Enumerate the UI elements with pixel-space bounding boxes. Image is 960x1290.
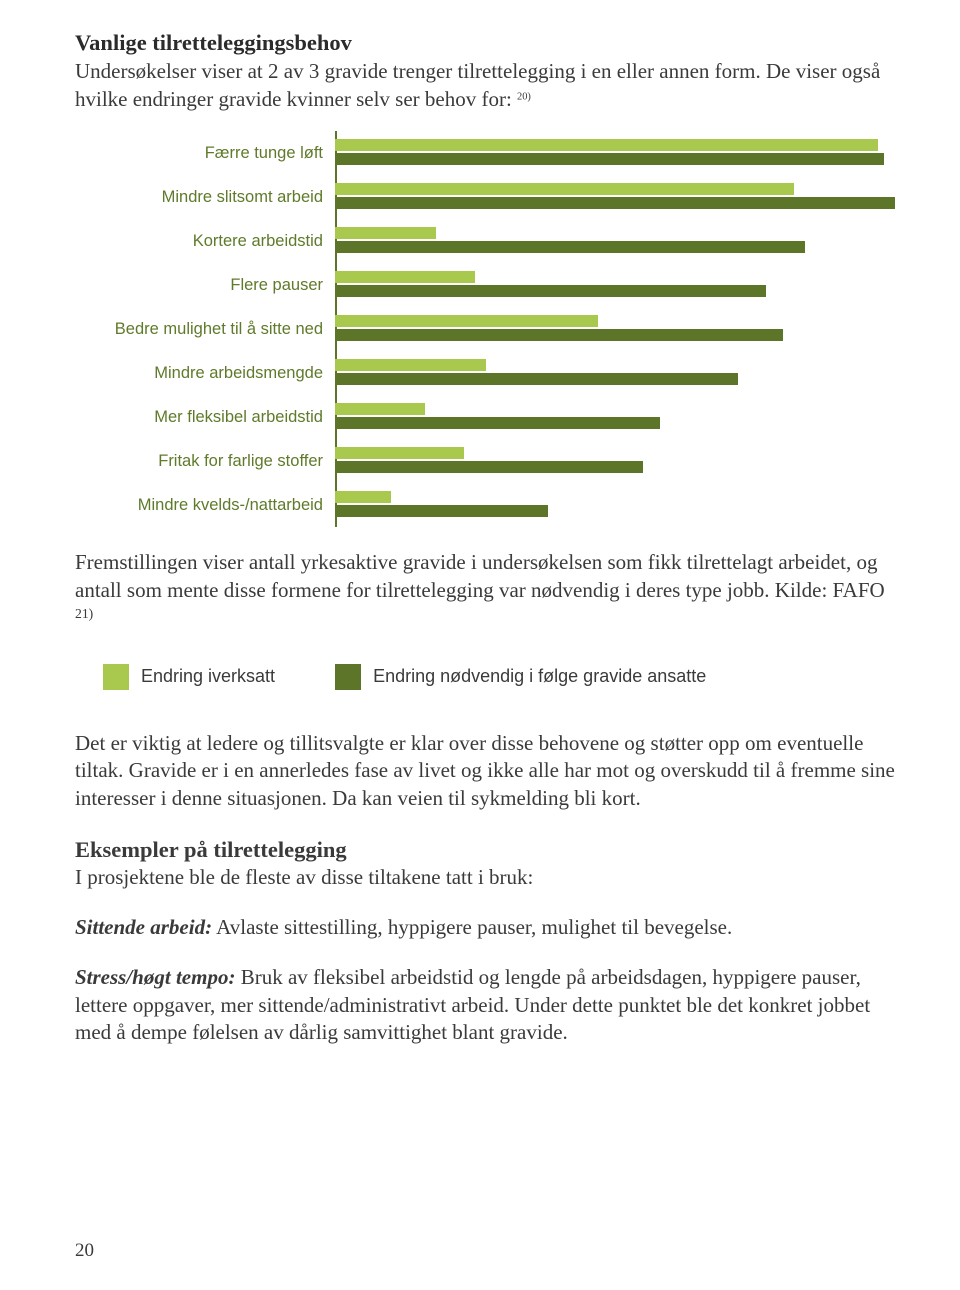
bar-nodvendig [335,505,548,517]
chart-row-label: Mindre arbeidsmengde [75,351,335,395]
bar-nodvendig [335,329,783,341]
intro-block: Vanlige tilretteleggingsbehov Undersøkel… [75,30,895,113]
chart-labels-column: Færre tunge løftMindre slitsomt arbeidKo… [75,131,335,527]
bar-iverksatt [335,403,425,415]
chart-row-bars [335,395,895,439]
bar-iverksatt [335,491,391,503]
legend-label-2: Endring nødvendig i følge gravide ansatt… [373,666,706,687]
chart-row-label: Flere pauser [75,263,335,307]
chart-row-label: Kortere arbeidstid [75,219,335,263]
legend-swatch-light [103,664,129,690]
bar-iverksatt [335,271,475,283]
chart-row-bars [335,439,895,483]
example-stress-lead: Stress/høgt tempo: [75,965,235,989]
chart-row-bars [335,219,895,263]
chart-row-label: Mindre slitsomt arbeid [75,175,335,219]
bar-iverksatt [335,447,464,459]
examples-intro: I prosjektene ble de fleste av disse til… [75,865,533,889]
bar-iverksatt [335,359,486,371]
legend-item-nodvendig: Endring nødvendig i følge gravide ansatt… [335,664,706,690]
chart-row-bars [335,263,895,307]
tilrettelegging-chart: Færre tunge løftMindre slitsomt arbeidKo… [75,131,895,527]
chart-row-bars [335,307,895,351]
chart-bars-column [335,131,895,527]
example-sittende: Sittende arbeid: Avlaste sittestilling, … [75,914,895,942]
chart-row-label: Mer fleksibel arbeidstid [75,395,335,439]
intro-ref: 20) [517,91,531,102]
example-sittende-lead: Sittende arbeid: [75,915,212,939]
chart-legend: Endring iverksatt Endring nødvendig i fø… [103,664,895,690]
intro-text: Undersøkelser viser at 2 av 3 gravide tr… [75,59,880,111]
bar-nodvendig [335,197,895,209]
chart-row-bars [335,483,895,527]
chart-caption: Fremstillingen viser antall yrkesaktive … [75,549,895,633]
chart-row-label: Bedre mulighet til å sitte ned [75,307,335,351]
bar-iverksatt [335,315,598,327]
bar-nodvendig [335,153,884,165]
caption-ref: 21) [75,606,93,621]
body-paragraph-importance: Det er viktig at ledere og tillitsvalgte… [75,730,895,813]
bar-nodvendig [335,417,660,429]
bar-iverksatt [335,227,436,239]
legend-label-1: Endring iverksatt [141,666,275,687]
bar-nodvendig [335,285,766,297]
bar-nodvendig [335,241,805,253]
chart-row-label: Færre tunge løft [75,131,335,175]
section-heading: Vanlige tilretteleggingsbehov [75,30,895,56]
bar-nodvendig [335,373,738,385]
bar-iverksatt [335,183,794,195]
caption-text: Fremstillingen viser antall yrkesaktive … [75,550,885,602]
chart-row-label: Fritak for farlige stoffer [75,439,335,483]
legend-swatch-dark [335,664,361,690]
chart-row-bars [335,351,895,395]
examples-heading: Eksempler på tilrettelegging [75,837,347,862]
chart-row-bars [335,175,895,219]
chart-row-label: Mindre kvelds-/nattarbeid [75,483,335,527]
chart-row-bars [335,131,895,175]
bar-iverksatt [335,139,878,151]
examples-block: Eksempler på tilrettelegging I prosjekte… [75,835,895,892]
bar-nodvendig [335,461,643,473]
page-number: 20 [75,1240,94,1262]
legend-item-iverksatt: Endring iverksatt [103,664,275,690]
example-stress: Stress/høgt tempo: Bruk av fleksibel arb… [75,964,895,1047]
example-sittende-text: Avlaste sittestilling, hyppigere pauser,… [212,915,732,939]
